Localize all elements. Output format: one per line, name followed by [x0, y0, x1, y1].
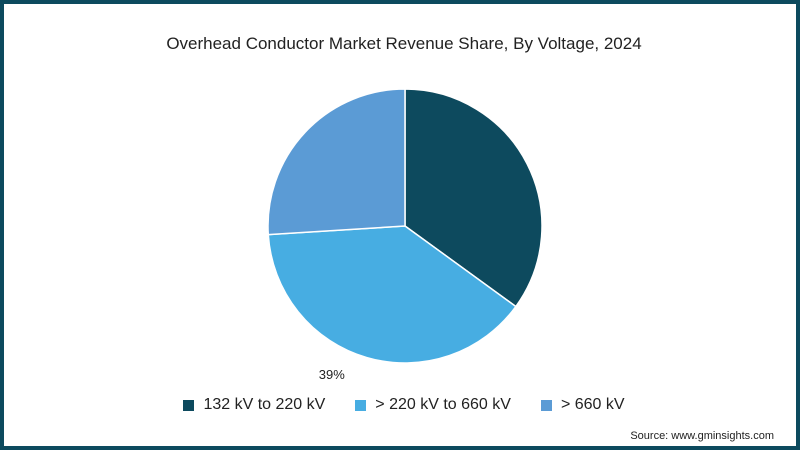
legend-swatch: [540, 399, 552, 411]
legend: 132 kV to 220 kV > 220 kV to 660 kV > 66…: [4, 396, 800, 414]
legend-label: > 220 kV to 660 kV: [375, 396, 511, 413]
pie-slice-0: [404, 88, 543, 308]
pie-slice-2: [267, 88, 406, 236]
legend-item-220-660kv: > 220 kV to 660 kV: [355, 396, 511, 414]
legend-swatch: [355, 399, 367, 411]
legend-item-132-220kv: 132 kV to 220 kV: [183, 396, 325, 414]
legend-label: 132 kV to 220 kV: [203, 396, 326, 413]
pie-chart: 39%: [267, 88, 543, 382]
source-note: Source: www.gminsights.com: [630, 430, 774, 442]
pie-slice-1: [267, 225, 517, 364]
chart-title: Overhead Conductor Market Revenue Share,…: [166, 34, 642, 53]
data-label-1: 39%: [319, 367, 345, 382]
legend-swatch: [183, 399, 195, 411]
legend-label: > 660 kV: [560, 396, 625, 413]
legend-item-above-660kv: > 660 kV: [540, 396, 625, 414]
